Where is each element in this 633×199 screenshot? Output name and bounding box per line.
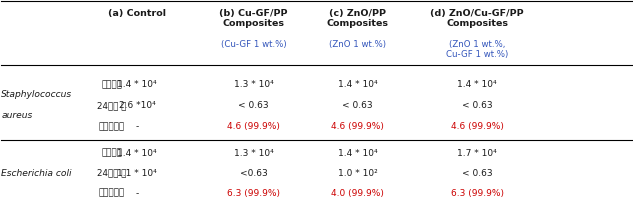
Text: 4.6 (99.9%): 4.6 (99.9%): [227, 122, 280, 131]
Text: 1.4 * 10⁴: 1.4 * 10⁴: [337, 149, 377, 158]
Text: (Cu-GF 1 wt.%): (Cu-GF 1 wt.%): [221, 40, 286, 49]
Text: 4.0 (99.9%): 4.0 (99.9%): [331, 189, 384, 198]
Text: Escherichia coli: Escherichia coli: [1, 169, 72, 178]
Text: 1.4 * 10⁴: 1.4 * 10⁴: [117, 80, 157, 89]
Text: 항균활성치: 항균활성치: [99, 122, 125, 131]
Text: Staphylococcus: Staphylococcus: [1, 91, 73, 100]
Text: < 0.63: < 0.63: [462, 101, 492, 110]
Text: 1.4 * 10⁴: 1.4 * 10⁴: [337, 80, 377, 89]
Text: aureus: aureus: [1, 111, 33, 120]
Text: 24시간 후: 24시간 후: [97, 169, 127, 178]
Text: 4.6 (99.9%): 4.6 (99.9%): [451, 122, 504, 131]
Text: -: -: [135, 122, 139, 131]
Text: (a) Control: (a) Control: [108, 9, 166, 18]
Text: < 0.63: < 0.63: [342, 101, 373, 110]
Text: 1.4 * 10⁴: 1.4 * 10⁴: [117, 149, 157, 158]
Text: (ZnO 1 wt.%): (ZnO 1 wt.%): [329, 40, 386, 49]
Text: (c) ZnO/PP
Composites: (c) ZnO/PP Composites: [327, 9, 389, 28]
Text: 24시간 후: 24시간 후: [97, 101, 127, 110]
Text: 1.3 * 10⁴: 1.3 * 10⁴: [234, 80, 273, 89]
Text: 6.3 (99.9%): 6.3 (99.9%): [451, 189, 504, 198]
Text: (ZnO 1 wt.%,
Cu-GF 1 wt.%): (ZnO 1 wt.%, Cu-GF 1 wt.%): [446, 40, 508, 59]
Text: 1.0 * 10²: 1.0 * 10²: [337, 169, 377, 178]
Text: 2.6 *10⁴: 2.6 *10⁴: [118, 101, 155, 110]
Text: 초기균수: 초기균수: [101, 149, 122, 158]
Text: < 0.63: < 0.63: [238, 101, 269, 110]
Text: (d) ZnO/Cu-GF/PP
Composites: (d) ZnO/Cu-GF/PP Composites: [430, 9, 524, 28]
Text: 초기균수: 초기균수: [101, 80, 122, 89]
Text: <0.63: <0.63: [240, 169, 267, 178]
Text: 1.1 * 10⁴: 1.1 * 10⁴: [117, 169, 157, 178]
Text: 1.7 * 10⁴: 1.7 * 10⁴: [457, 149, 497, 158]
Text: < 0.63: < 0.63: [462, 169, 492, 178]
Text: 항균활성치: 항균활성치: [99, 189, 125, 198]
Text: 1.3 * 10⁴: 1.3 * 10⁴: [234, 149, 273, 158]
Text: 6.3 (99.9%): 6.3 (99.9%): [227, 189, 280, 198]
Text: -: -: [135, 189, 139, 198]
Text: (b) Cu-GF/PP
Composites: (b) Cu-GF/PP Composites: [219, 9, 288, 28]
Text: 4.6 (99.9%): 4.6 (99.9%): [331, 122, 384, 131]
Text: 1.4 * 10⁴: 1.4 * 10⁴: [458, 80, 497, 89]
